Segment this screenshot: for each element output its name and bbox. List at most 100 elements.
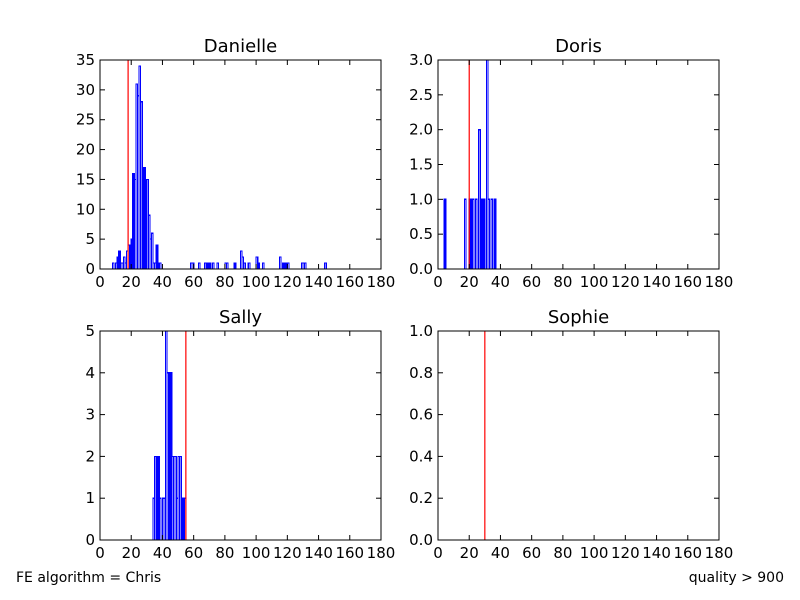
y-tick-label: 0.8	[409, 364, 433, 382]
chart-title: Sophie	[548, 307, 609, 328]
chart-sally: 0 20 40 60 80 100 120 140 160 180 0 1 2 3 4 5 Sally	[85, 307, 395, 562]
y-tick-label: 0.5	[409, 225, 433, 243]
y-tick-label: 3.0	[409, 51, 433, 69]
histogram-bar	[118, 250, 121, 269]
histogram-bar	[158, 497, 162, 540]
histogram-bar	[243, 262, 246, 269]
y-tick-label: 5	[85, 322, 95, 340]
x-tick-label: 120	[611, 273, 640, 291]
x-tick-label: 40	[153, 544, 172, 562]
y-tick-label: 35	[76, 51, 95, 69]
chart-title: Sally	[219, 307, 262, 328]
x-tick-label: 20	[122, 544, 141, 562]
chart-doris: 0 20 40 60 80 100 120 140 160 180 0.0 0.5 1.0 1.5 2.0 2…	[409, 36, 733, 291]
histogram-bar	[257, 262, 260, 269]
histogram-bar	[278, 256, 282, 269]
x-tick-label: 100	[242, 273, 271, 291]
chart-danielle: 0 20 40 60 80 100 120 140 160 180 0 5 10 15 20 25 30 35 Da…	[76, 36, 395, 291]
y-tick-label: 0	[85, 531, 95, 549]
x-tick-label: 100	[242, 544, 271, 562]
x-tick-label: 80	[215, 544, 234, 562]
histogram-bar	[139, 101, 143, 269]
x-tick-label: 80	[553, 544, 572, 562]
x-tick-label: 40	[153, 273, 172, 291]
quality-threshold-note: quality > 900	[688, 570, 784, 586]
x-tick-label: 0	[433, 273, 443, 291]
x-tick-label: 0	[95, 544, 105, 562]
x-tick-label: 60	[184, 273, 203, 291]
x-tick-label: 60	[184, 544, 203, 562]
y-tick-label: 30	[76, 81, 95, 99]
x-tick-label: 40	[491, 544, 510, 562]
x-tick-label: 140	[642, 544, 671, 562]
histogram-bar	[158, 262, 162, 269]
histogram-bar	[477, 129, 481, 269]
x-tick-label: 20	[122, 273, 141, 291]
y-tick-label: 1.0	[409, 190, 433, 208]
histogram-bar	[150, 232, 154, 269]
histogram-bar	[324, 262, 327, 269]
x-tick-label: 160	[673, 273, 702, 291]
axes-frame	[99, 59, 382, 270]
histogram-bar	[471, 198, 475, 269]
x-tick-label: 80	[553, 273, 572, 291]
x-tick-label: 40	[491, 273, 510, 291]
y-tick-label: 2.0	[409, 121, 433, 139]
axes-frame	[437, 330, 720, 541]
histogram-bar	[283, 262, 287, 269]
x-tick-label: 180	[705, 544, 734, 562]
x-tick-label: 20	[460, 273, 479, 291]
y-tick-label: 2.5	[409, 86, 433, 104]
x-tick-label: 160	[335, 273, 364, 291]
x-tick-label: 120	[611, 544, 640, 562]
histogram-bar	[463, 198, 467, 269]
x-tick-label: 80	[215, 273, 234, 291]
histogram-bar	[216, 262, 220, 269]
y-tick-label: 3	[85, 406, 95, 424]
histogram-bar	[482, 198, 486, 269]
histogram-bar	[490, 198, 494, 269]
y-tick-label: 0.6	[409, 406, 433, 424]
histogram-bar	[233, 262, 237, 269]
y-tick-label: 0.4	[409, 447, 433, 465]
x-tick-label: 100	[580, 273, 609, 291]
histogram-bar	[225, 262, 229, 269]
y-tick-label: 0.0	[409, 260, 433, 278]
y-tick-label: 0	[85, 260, 95, 278]
histogram-bar	[443, 198, 447, 269]
x-tick-label: 140	[304, 544, 333, 562]
chart-title: Doris	[555, 36, 602, 57]
x-tick-label: 160	[335, 544, 364, 562]
histogram-bar	[111, 262, 115, 269]
y-tick-label: 1.5	[409, 156, 433, 174]
x-tick-label: 100	[580, 544, 609, 562]
x-tick-label: 60	[522, 544, 541, 562]
histogram-bar	[155, 244, 159, 269]
histogram-bar	[493, 198, 497, 269]
histogram-bar	[197, 262, 201, 269]
y-tick-label: 25	[76, 111, 95, 129]
histogram-bar	[208, 262, 212, 269]
histogram-bar	[303, 262, 307, 269]
fe-algorithm-note: FE algorithm = Chris	[16, 570, 162, 586]
y-tick-label: 2	[85, 447, 95, 465]
x-tick-label: 120	[273, 544, 302, 562]
histogram-bar	[247, 262, 251, 269]
y-tick-label: 1.0	[409, 322, 433, 340]
x-tick-label: 60	[522, 273, 541, 291]
y-tick-label: 10	[76, 200, 95, 218]
x-tick-label: 20	[460, 544, 479, 562]
x-tick-label: 140	[304, 273, 333, 291]
histogram-bar	[474, 198, 478, 269]
y-tick-label: 0.0	[409, 531, 433, 549]
y-tick-label: 20	[76, 141, 95, 159]
x-tick-label: 180	[705, 273, 734, 291]
histogram-bar	[211, 262, 215, 269]
x-tick-label: 120	[273, 273, 302, 291]
x-tick-label: 180	[367, 544, 396, 562]
x-tick-label: 140	[642, 273, 671, 291]
y-tick-label: 4	[85, 364, 95, 382]
x-tick-label: 0	[95, 273, 105, 291]
histogram-bar	[487, 198, 491, 269]
